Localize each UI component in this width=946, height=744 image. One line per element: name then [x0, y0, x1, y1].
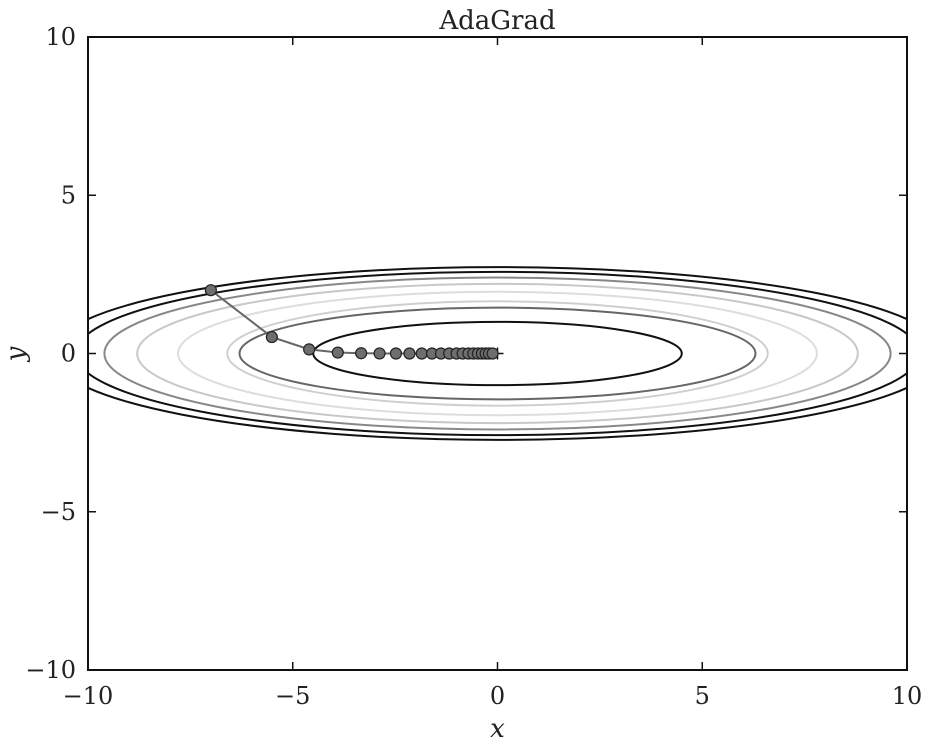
data-point-7 — [403, 347, 416, 360]
data-point-3 — [331, 346, 344, 359]
y-tick-label: −5 — [41, 498, 76, 526]
contour-line-1 — [88, 270, 907, 437]
chart-title: AdaGrad — [438, 6, 555, 36]
contour-line-4 — [177, 290, 818, 417]
y-tick-label: 5 — [61, 181, 76, 209]
data-point-0 — [204, 284, 217, 297]
x-tick-label: 10 — [892, 682, 923, 710]
data-point-2 — [303, 343, 316, 356]
data-point-20 — [486, 347, 499, 360]
data-point-6 — [389, 347, 403, 360]
data-point-1 — [265, 330, 278, 344]
x-tick-label: −10 — [63, 682, 114, 710]
y-tick-label: 10 — [45, 23, 76, 51]
data-point-8 — [415, 347, 428, 360]
contour-lines — [88, 266, 907, 441]
data-point-5 — [373, 347, 386, 360]
contour-line-6 — [238, 306, 757, 401]
x-tick-label: 5 — [695, 682, 710, 710]
data-point-4 — [355, 347, 368, 360]
contour-line-3 — [136, 282, 859, 425]
x-axis-label: x — [490, 714, 505, 744]
y-axis-label: y — [1, 346, 31, 362]
contour-line-2 — [103, 276, 892, 431]
y-tick-label: −10 — [25, 656, 76, 684]
axis-ticks: −10 −5 0 5 10 −10 −5 0 5 10 — [25, 23, 922, 710]
x-tick-label: 0 — [490, 682, 505, 710]
contour-line-0 — [88, 266, 907, 441]
x-tick-label: −5 — [275, 682, 310, 710]
contour-line-5 — [226, 300, 769, 407]
optimization-path — [204, 284, 504, 360]
y-tick-label: 0 — [61, 340, 76, 368]
